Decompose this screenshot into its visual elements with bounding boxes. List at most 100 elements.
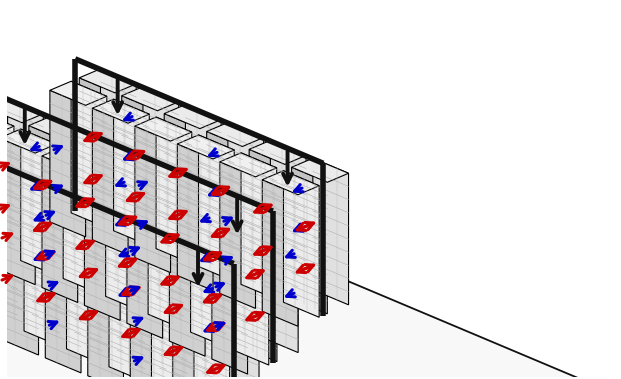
Polygon shape [130, 253, 187, 277]
Polygon shape [263, 206, 298, 352]
Polygon shape [220, 153, 277, 177]
Polygon shape [262, 180, 298, 326]
Polygon shape [207, 122, 263, 147]
Polygon shape [0, 151, 4, 298]
Polygon shape [0, 138, 35, 285]
Polygon shape [93, 99, 149, 123]
Polygon shape [0, 182, 17, 205]
Polygon shape [262, 171, 319, 195]
Polygon shape [127, 192, 163, 338]
Polygon shape [93, 135, 129, 281]
Polygon shape [212, 218, 269, 243]
Polygon shape [0, 111, 14, 135]
Polygon shape [194, 271, 230, 379]
Polygon shape [122, 87, 179, 111]
Polygon shape [270, 140, 306, 287]
Polygon shape [241, 206, 298, 230]
Polygon shape [212, 227, 248, 374]
Polygon shape [173, 280, 209, 379]
Polygon shape [241, 153, 277, 299]
Polygon shape [50, 117, 86, 263]
Polygon shape [224, 258, 259, 379]
Polygon shape [0, 169, 47, 193]
Polygon shape [148, 183, 184, 329]
Polygon shape [50, 90, 86, 237]
Polygon shape [249, 149, 285, 296]
Polygon shape [71, 135, 129, 158]
Polygon shape [20, 129, 57, 276]
Polygon shape [178, 170, 213, 317]
Polygon shape [156, 170, 213, 194]
Polygon shape [0, 108, 22, 254]
Polygon shape [138, 223, 174, 369]
Polygon shape [79, 69, 136, 93]
Polygon shape [199, 197, 235, 344]
Polygon shape [71, 144, 107, 290]
Polygon shape [114, 161, 150, 308]
Polygon shape [24, 199, 60, 346]
Polygon shape [101, 69, 136, 215]
Polygon shape [53, 187, 89, 334]
Polygon shape [170, 210, 205, 356]
Polygon shape [32, 196, 68, 343]
Polygon shape [143, 87, 179, 233]
Polygon shape [135, 126, 171, 273]
Polygon shape [127, 183, 184, 207]
Polygon shape [122, 96, 158, 242]
Polygon shape [11, 169, 47, 316]
Polygon shape [207, 132, 242, 278]
Polygon shape [117, 223, 174, 247]
Polygon shape [106, 165, 142, 312]
Polygon shape [66, 217, 102, 364]
Polygon shape [63, 147, 99, 293]
Polygon shape [29, 117, 86, 141]
Polygon shape [283, 171, 319, 317]
Polygon shape [202, 258, 259, 282]
Polygon shape [88, 235, 145, 259]
Polygon shape [96, 205, 132, 351]
Polygon shape [50, 81, 107, 105]
Polygon shape [249, 140, 306, 164]
Polygon shape [29, 125, 65, 272]
Polygon shape [160, 250, 196, 379]
Polygon shape [156, 179, 192, 326]
Polygon shape [75, 205, 132, 229]
Polygon shape [199, 188, 256, 212]
Polygon shape [164, 105, 221, 128]
Polygon shape [3, 199, 60, 224]
Polygon shape [32, 187, 89, 211]
Polygon shape [135, 152, 171, 299]
Polygon shape [181, 241, 217, 379]
Polygon shape [292, 158, 348, 182]
Polygon shape [228, 122, 263, 269]
Polygon shape [79, 78, 115, 224]
Polygon shape [88, 244, 124, 379]
Polygon shape [191, 200, 226, 347]
Polygon shape [42, 156, 78, 302]
Polygon shape [114, 99, 149, 246]
Polygon shape [160, 241, 217, 265]
Polygon shape [0, 178, 25, 325]
Polygon shape [130, 262, 166, 379]
Polygon shape [292, 167, 327, 314]
Polygon shape [170, 200, 226, 225]
Polygon shape [0, 99, 43, 123]
Polygon shape [45, 217, 102, 241]
Polygon shape [164, 114, 200, 260]
Polygon shape [0, 182, 17, 328]
Polygon shape [7, 99, 43, 245]
Polygon shape [220, 162, 255, 309]
Polygon shape [173, 271, 230, 295]
Polygon shape [0, 176, 587, 379]
Polygon shape [241, 215, 277, 362]
Polygon shape [45, 226, 81, 373]
Polygon shape [71, 81, 107, 228]
Polygon shape [178, 135, 234, 159]
Polygon shape [3, 208, 39, 355]
Polygon shape [84, 165, 142, 189]
Polygon shape [42, 147, 99, 171]
Polygon shape [117, 232, 153, 378]
Polygon shape [0, 129, 57, 153]
Polygon shape [0, 151, 4, 175]
Polygon shape [202, 268, 238, 379]
